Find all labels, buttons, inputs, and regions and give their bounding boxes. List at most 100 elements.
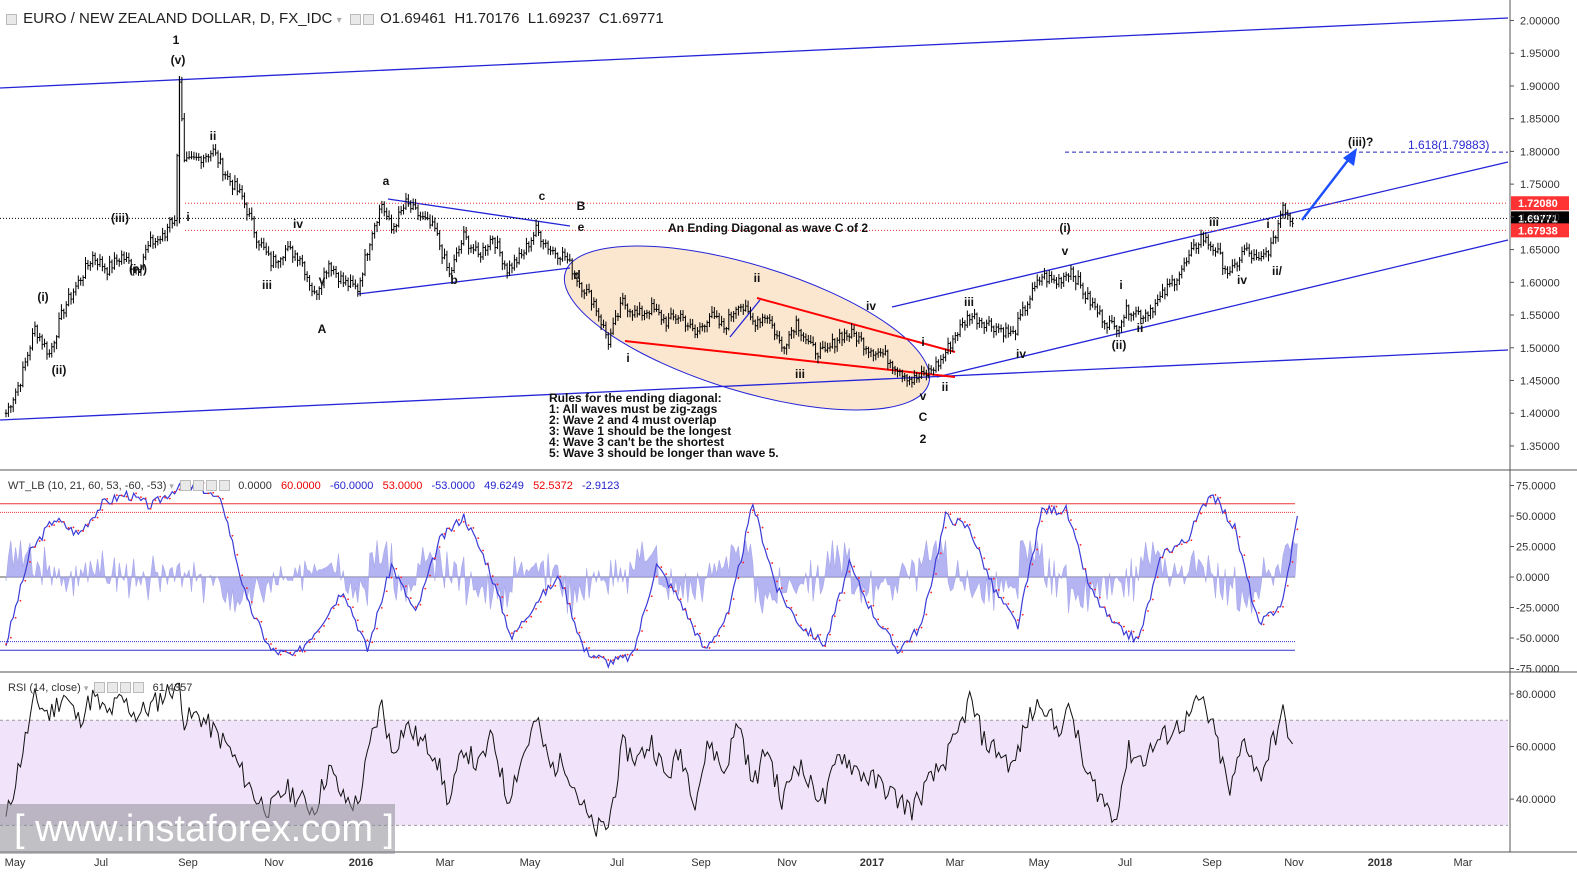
wt2-dot [91,519,94,522]
wt2-dot [58,520,60,523]
close-icon[interactable] [219,480,231,491]
wt2-dot [1127,630,1130,633]
wt2-dot [241,574,244,577]
time-tick-label: Jul [1118,857,1132,869]
wt2-dot [482,549,484,552]
wt2-dot [679,598,682,601]
hide-icon[interactable] [362,14,374,25]
wt2-dot [1257,611,1260,614]
wt2-dot [34,546,36,548]
wave-label: (iii) [111,211,129,225]
close-icon[interactable] [133,682,145,693]
wt2-dot [588,647,590,649]
wave-label: (i) [1059,221,1070,235]
rsi-value: 61.4357 [152,682,193,694]
wave-label: ii [1137,321,1144,335]
wt2-dot [708,647,711,649]
wt2-dot [347,598,350,601]
wt2-dot [77,529,80,532]
wt2-dot [800,624,802,627]
wave-label: i [921,335,924,349]
wt2-dot [530,615,533,618]
plus-icon[interactable] [120,682,132,693]
time-tick-label: Mar [436,857,455,869]
wave-label: B [577,199,586,213]
wave-label: iii [1209,215,1219,229]
open-value: O1.69461 [380,10,447,27]
wt2-dot [809,634,812,637]
wt-pane[interactable] [0,482,1299,669]
wt2-dot [761,526,764,529]
time-tick-label: 2017 [860,857,884,869]
eye-icon[interactable] [180,480,192,491]
wt2-dot [520,626,523,629]
wave-label: iv [1237,273,1247,287]
wt2-dot [915,628,918,631]
wt2-dot [964,521,966,523]
wt2-dot [544,588,547,591]
gear-icon[interactable] [193,480,205,491]
wave-label: iii [795,367,805,381]
chevron-down-icon[interactable]: ▾ [169,481,174,491]
wt2-dot [698,632,701,635]
price-level-label: 1.67938 [1518,225,1558,237]
wt2-dot [356,619,359,622]
eye-icon[interactable] [94,682,106,693]
wt2-dot [327,617,330,620]
wt2-dot [988,568,990,570]
arrow-head-icon [1343,148,1357,166]
wt2-dot [549,584,552,587]
wt2-dot [236,553,239,556]
wt2-dot [1050,505,1053,507]
settings-icon[interactable] [349,14,361,25]
wt2-dot [438,546,441,548]
wt2-dot [144,497,147,500]
chevron-down-icon[interactable]: ▾ [83,683,89,693]
diagonal-upper-line [756,297,956,353]
wave-label: d [573,268,580,282]
wt2-dot [1219,496,1222,499]
price-tick-label: 1.90000 [1520,81,1560,93]
wt2-dot [231,534,234,537]
projection-arrow [1301,154,1353,221]
rules-line: 1: All waves must be zig-zags [549,402,718,416]
wt2-dot [612,659,615,662]
wt2-dot [968,523,971,526]
wt2-dot [795,614,798,616]
wt2-dot [472,527,475,529]
wt2-dot [1060,512,1063,515]
plus-icon[interactable] [206,480,218,491]
price-tick-label: 1.55000 [1520,310,1560,322]
wt2-dot [443,532,446,535]
wt2-dot [978,546,981,549]
time-tick-label: Sep [1202,857,1222,869]
price-tick-label: 1.70000 [1520,212,1560,224]
wt2-dot [771,562,774,564]
price-tick-label: 1.95000 [1520,48,1560,60]
wt2-dot [303,650,306,653]
wt2-dot [14,616,17,619]
wt2-dot [617,656,619,658]
price-tick-label: 2.00000 [1520,16,1560,28]
wt2-dot [843,592,846,594]
wave-label: 1 [173,33,180,47]
wt2-dot [405,585,407,588]
wt2-dot [299,650,301,652]
wt2-dot [53,524,56,527]
chevron-down-icon[interactable]: ▾ [336,15,342,26]
collapse-icon[interactable] [6,14,17,25]
wt-v4: -53.0000 [431,480,475,492]
wt2-dot [226,516,229,519]
wave-label: i [626,351,629,365]
rsi-label: RSI (14, close) [8,682,81,694]
fib-label: 1.618(1.79883) [1408,138,1489,152]
gear-icon[interactable] [107,682,119,693]
wt2-dot [246,587,248,590]
wt2-dot [877,618,880,621]
wt2-dot [1171,551,1174,554]
wt2-dot [486,563,489,566]
time-tick-label: 2016 [349,857,373,869]
